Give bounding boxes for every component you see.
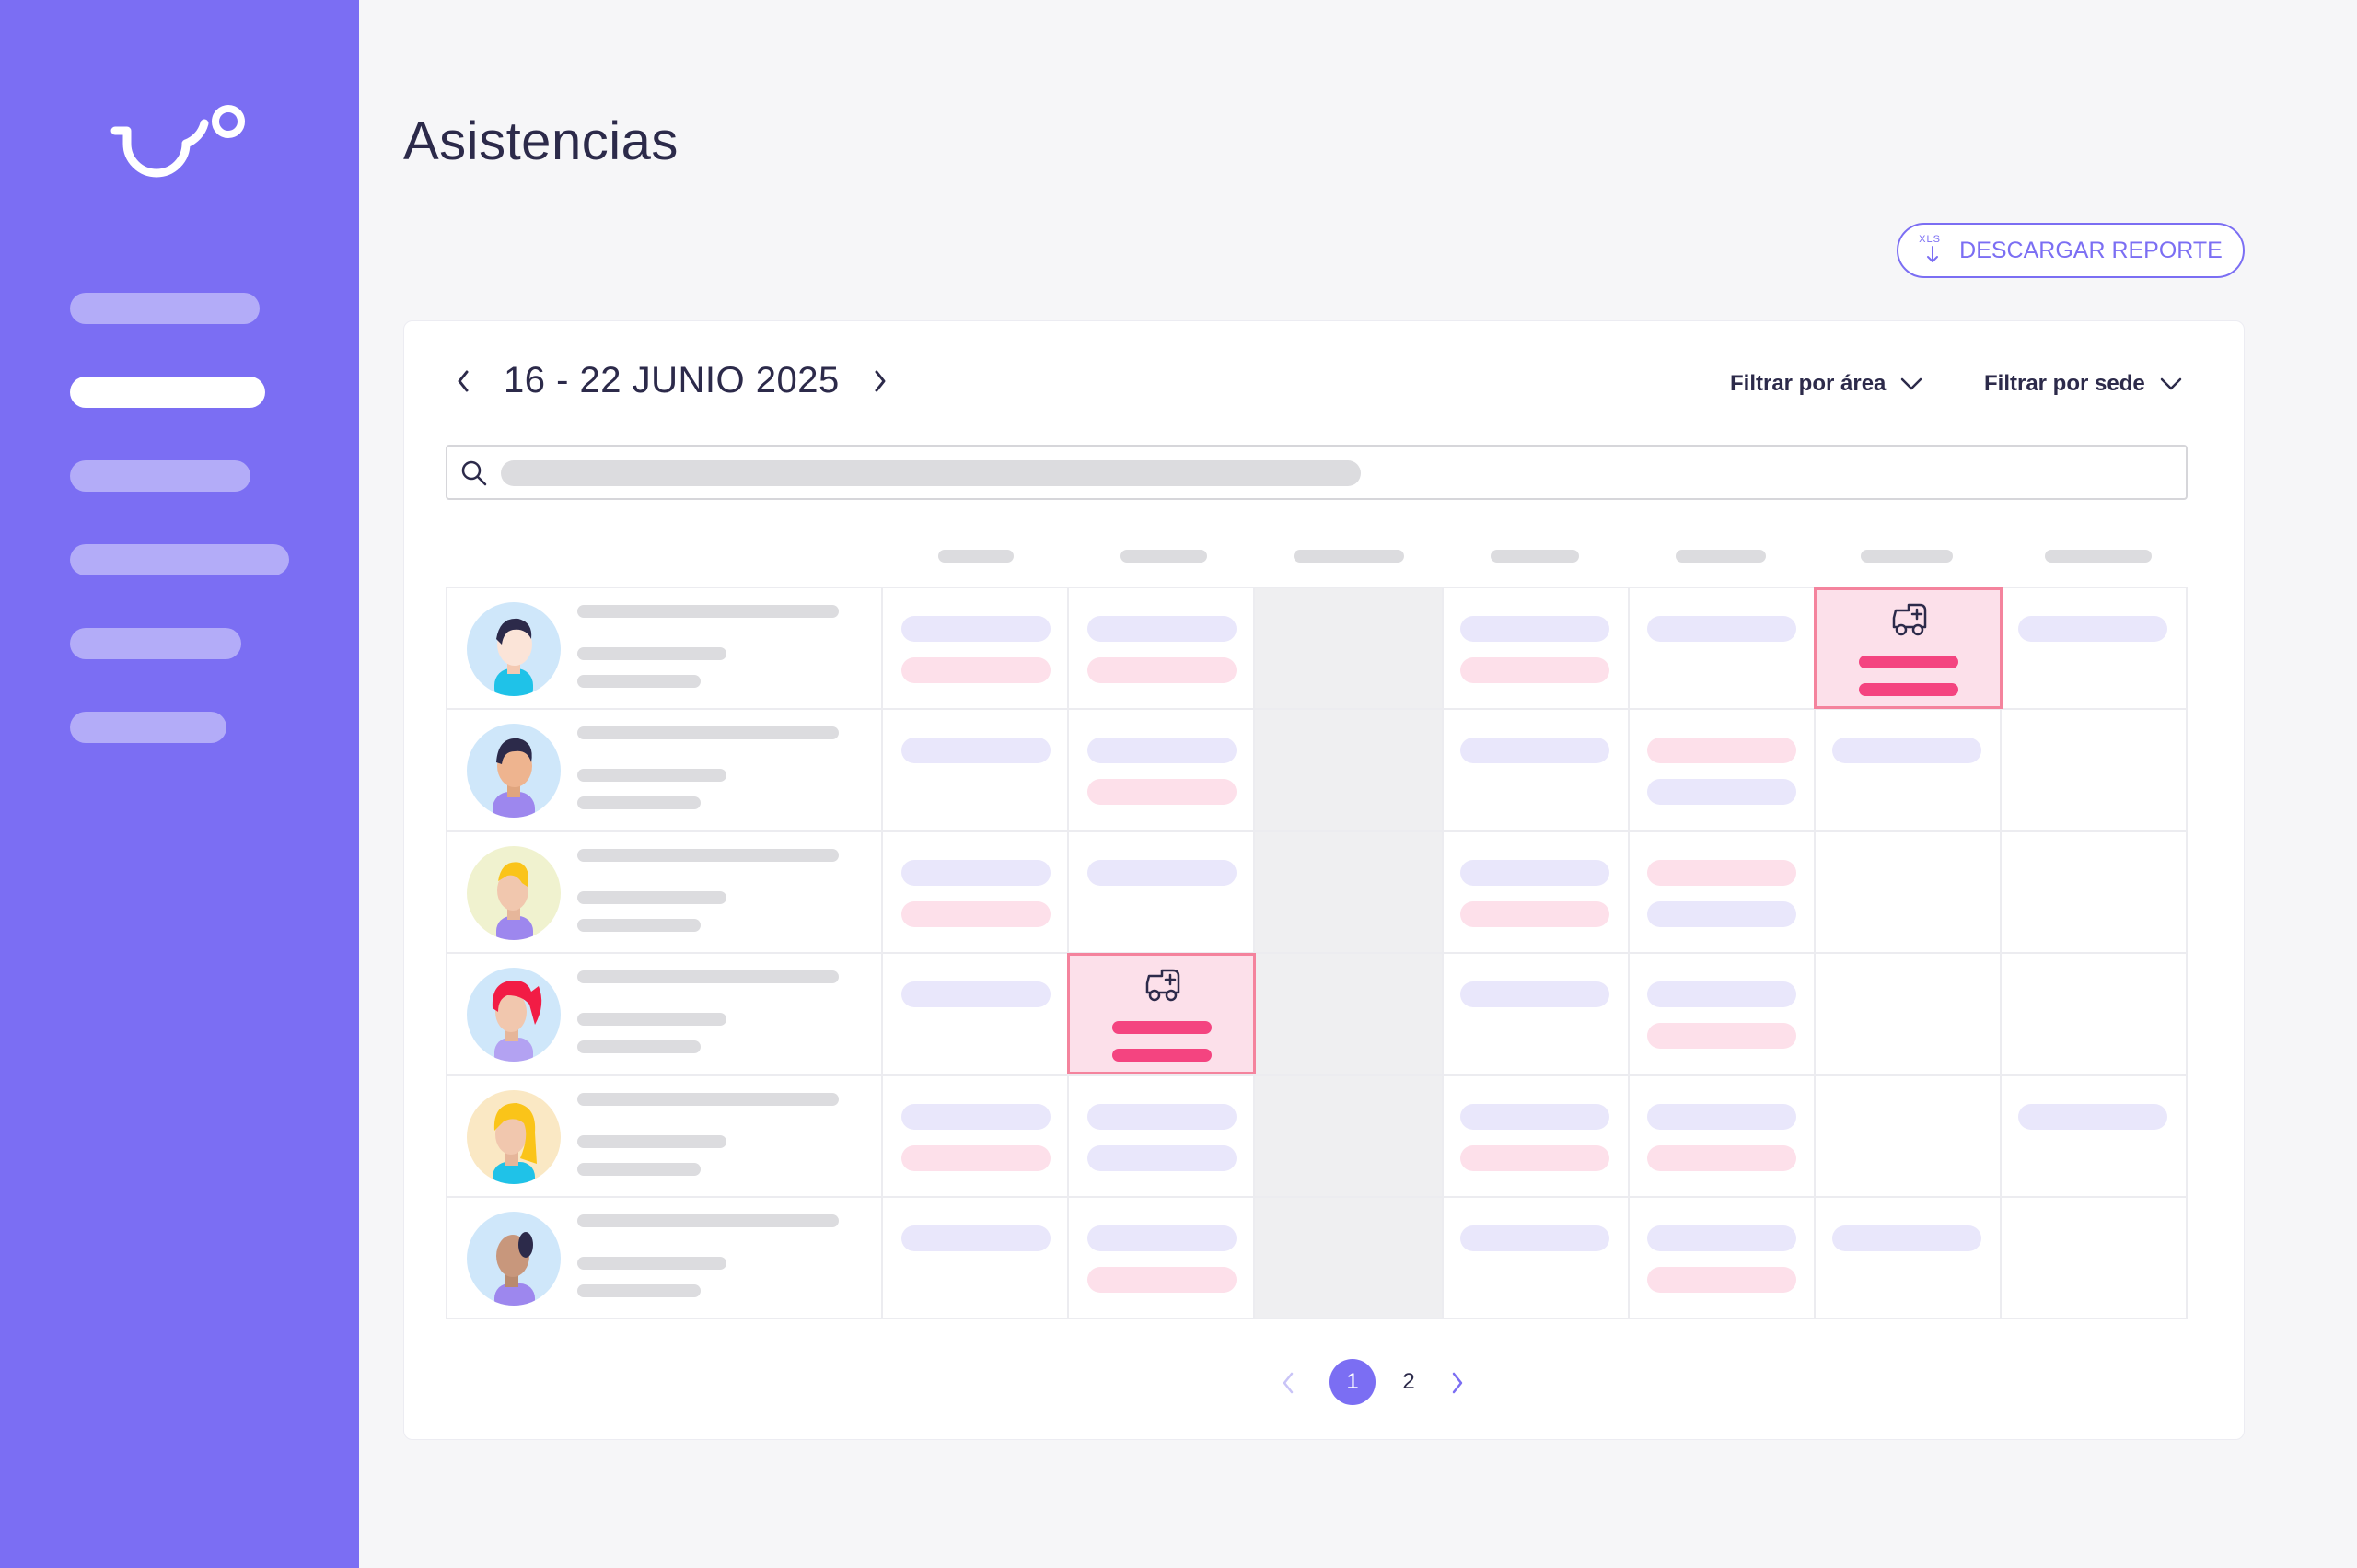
page-1-button[interactable]: 1	[1329, 1359, 1376, 1405]
day-header-6	[1861, 550, 1953, 563]
sidebar-item-4[interactable]	[70, 544, 289, 575]
day-header-4	[1491, 550, 1579, 563]
filter-area-label: Filtrar por área	[1730, 371, 1887, 396]
sidebar	[0, 0, 359, 1568]
page-title: Asistencias	[403, 111, 679, 171]
chevron-right-icon	[1452, 1372, 1463, 1394]
date-navigator: 16 - 22 JUNIO 2025	[450, 360, 893, 401]
prev-page-button[interactable]	[1277, 1370, 1299, 1396]
employee-avatar	[467, 724, 561, 818]
employee-avatar	[467, 602, 561, 696]
sidebar-item-1[interactable]	[70, 293, 260, 324]
absence-alert-cell[interactable]	[1814, 587, 2003, 709]
brand-logo[interactable]	[110, 103, 249, 195]
day-header-1	[938, 550, 1014, 563]
employee-avatar	[467, 1212, 561, 1306]
sidebar-item-6[interactable]	[70, 712, 226, 743]
chevron-down-icon	[2160, 377, 2181, 390]
filter-area-dropdown[interactable]: Filtrar por área	[1730, 371, 1922, 397]
day-header-5	[1676, 550, 1766, 563]
search-icon	[461, 460, 487, 486]
filter-sede-dropdown[interactable]: Filtrar por sede	[1984, 371, 2182, 397]
employee-avatar	[467, 846, 561, 940]
attendance-table	[446, 587, 2188, 1319]
sidebar-item-2-active[interactable]	[70, 377, 265, 408]
next-week-button[interactable]	[867, 363, 893, 400]
download-report-label: DESCARGAR REPORTE	[1959, 237, 2223, 263]
chevron-down-icon	[1901, 377, 1922, 390]
search-input[interactable]	[446, 445, 2188, 500]
ambulance-icon	[1145, 969, 1180, 1002]
next-page-button[interactable]	[1446, 1370, 1469, 1396]
xls-download-icon: XLS	[1919, 234, 1946, 267]
search-placeholder-skeleton	[501, 460, 1361, 486]
download-report-button[interactable]: XLS DESCARGAR REPORTE	[1897, 223, 2245, 278]
chevron-left-icon	[1283, 1372, 1294, 1394]
filter-sede-label: Filtrar por sede	[1984, 371, 2145, 396]
day-header-3	[1294, 550, 1404, 563]
day-header-7	[2045, 550, 2152, 563]
date-range-label: 16 - 22 JUNIO 2025	[504, 360, 840, 401]
day-header-2	[1120, 550, 1207, 563]
attendance-card: 16 - 22 JUNIO 2025 Filtrar por área Filt…	[403, 320, 2245, 1440]
chevron-right-icon	[875, 370, 886, 391]
absence-alert-cell[interactable]	[1067, 953, 1256, 1074]
prev-week-button[interactable]	[450, 363, 476, 400]
sidebar-item-3[interactable]	[70, 460, 250, 492]
employee-avatar	[467, 1090, 561, 1184]
page-2-button[interactable]: 2	[1402, 1369, 1415, 1394]
employee-avatar	[467, 968, 561, 1062]
ambulance-icon	[1892, 603, 1927, 636]
chevron-left-icon	[458, 370, 469, 391]
pagination: 1 2	[404, 1359, 2244, 1405]
sidebar-item-5[interactable]	[70, 628, 241, 659]
